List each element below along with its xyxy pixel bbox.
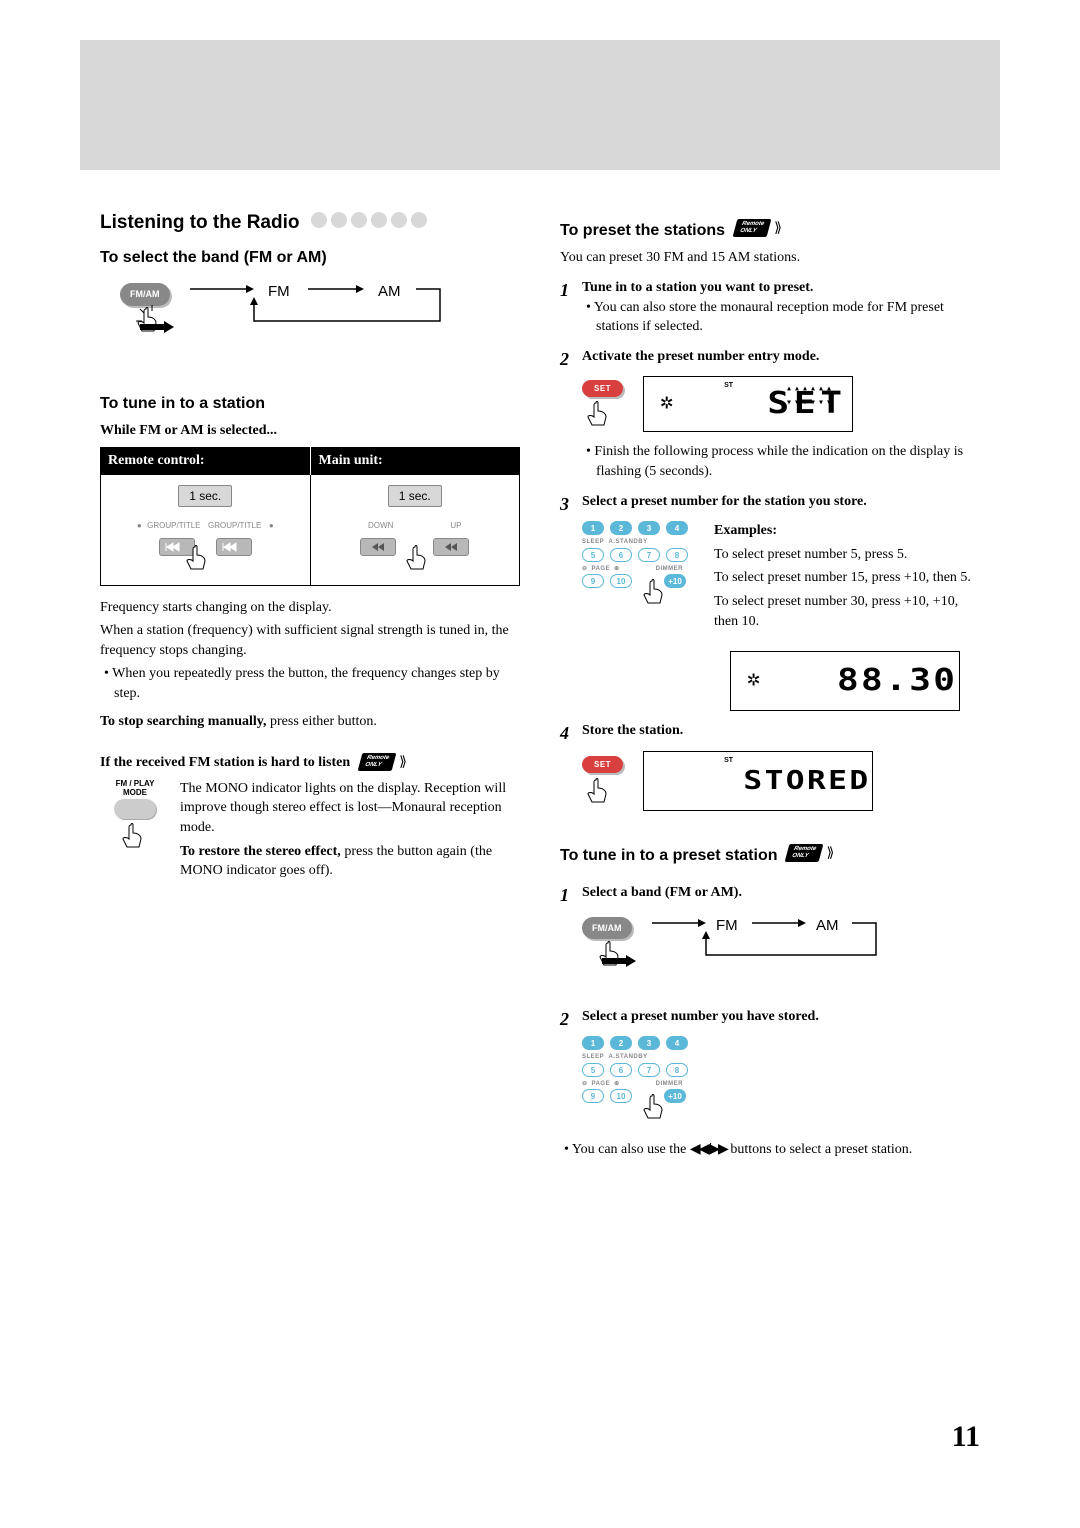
left-column: Listening to the Radio To select the ban… xyxy=(100,210,520,1164)
remote-only-badge: Remote ONLY ⟫ xyxy=(735,219,782,239)
example-1: To select preset number 5, press 5. xyxy=(714,545,980,565)
header-band xyxy=(80,40,1000,170)
step3-title: Select a preset number for the station y… xyxy=(582,492,980,512)
examples-title: Examples: xyxy=(714,521,980,541)
group-title-left: GROUP/TITLE xyxy=(147,521,200,530)
control-table-header: Remote control: Main unit: xyxy=(100,447,520,475)
select-band-title: To select the band (FM or AM) xyxy=(100,247,520,269)
dimmer-label: DIMMER xyxy=(656,1081,683,1087)
fm-label: FM xyxy=(716,915,738,936)
right-column: To preset the stations Remote ONLY ⟫ You… xyxy=(560,210,980,1164)
fmam-diagram: FM/AM FM AM xyxy=(120,283,480,363)
remote-cell: 1 sec. ● GROUP/TITLE GROUP/TITLE ● xyxy=(101,475,311,585)
one-sec-label-2: 1 sec. xyxy=(388,485,442,508)
th-remote: Remote control: xyxy=(100,447,310,475)
keypad-diagram: 1234 SLEEP A.STANDBY 5678 ⊖PAGE⊕DIMMER 9… xyxy=(582,521,694,635)
step2-title: Activate the preset number entry mode. xyxy=(582,347,980,367)
cycle-arrows xyxy=(190,281,470,331)
lcd-freq: ✲ 88.30 xyxy=(730,651,960,711)
decorative-dots xyxy=(311,212,431,235)
sleep-label: SLEEP xyxy=(582,1054,604,1060)
set-button-icon: SET xyxy=(582,756,623,773)
tune-preset-title: To tune in to a preset station xyxy=(560,845,778,867)
step1-title: Tune in to a station you want to preset. xyxy=(582,278,980,298)
finger-press-icon xyxy=(401,539,437,575)
tp-step2: Select a preset number you have stored. xyxy=(582,1007,980,1027)
next-track-icon-2 xyxy=(433,538,469,556)
dimmer-label: DIMMER xyxy=(656,566,683,572)
snowflake-icon: ✲ xyxy=(747,666,760,697)
group-title-right: GROUP/TITLE xyxy=(208,521,261,530)
cycle-arrows xyxy=(652,915,902,965)
down-label: DOWN xyxy=(368,521,393,530)
fm-play-mode-button: FM / PLAY MODE xyxy=(100,779,170,885)
finger-press-icon xyxy=(582,772,618,808)
tp-step1: Select a band (FM or AM). xyxy=(582,883,980,903)
hard-listen-title: If the received FM station is hard to li… xyxy=(100,755,350,770)
tp-note-b: buttons to select a preset station. xyxy=(727,1142,912,1157)
press-arrow-icon xyxy=(602,953,642,973)
remote-only-badge: Remote ONLY ⟫ xyxy=(360,753,407,773)
am-label: AM xyxy=(816,915,839,936)
remote-only-badge: Remote ONLY ⟫ xyxy=(787,844,834,864)
preset-intro: You can preset 30 FM and 15 AM stations. xyxy=(560,248,980,268)
up-label: UP xyxy=(450,521,461,530)
step4-title: Store the station. xyxy=(582,721,980,741)
page-label: PAGE xyxy=(592,566,611,572)
step-by-step-text: When you repeatedly press the button, th… xyxy=(100,664,520,703)
prev-track-icon-2 xyxy=(360,538,396,556)
astandby-label: A.STANDBY xyxy=(609,539,648,545)
freq-stop-text: When a station (frequency) with sufficie… xyxy=(100,621,520,660)
press-arrow-icon xyxy=(140,319,180,339)
control-table-body: 1 sec. ● GROUP/TITLE GROUP/TITLE ● xyxy=(100,475,520,586)
set-button-diagram-2: SET xyxy=(582,754,623,808)
sleep-label: SLEEP xyxy=(582,539,604,545)
set-button-diagram: SET xyxy=(582,378,623,432)
tune-station-title: To tune in to a station xyxy=(100,393,520,415)
lcd-stored: ST STORED xyxy=(643,751,873,811)
keypad-diagram-2: 1234 SLEEP A.STANDBY 5678 ⊖PAGE⊕DIMMER 9… xyxy=(582,1036,980,1127)
finger-press-icon xyxy=(117,817,153,853)
tp-note-a: You can also use the xyxy=(572,1142,690,1157)
fm-label: FM xyxy=(268,281,290,302)
finger-press-icon xyxy=(582,395,618,431)
snowflake-icon: ✲ xyxy=(660,389,673,420)
page-label: PAGE xyxy=(592,1081,611,1087)
step2-bullet: Finish the following process while the i… xyxy=(582,442,980,481)
next-track-icon xyxy=(216,538,252,556)
am-label: AM xyxy=(378,281,401,302)
plus10-button: +10 xyxy=(664,1089,686,1103)
mono-text-1: The MONO indicator lights on the display… xyxy=(180,779,520,838)
plus10-button: +10 xyxy=(664,574,686,588)
th-main: Main unit: xyxy=(310,447,521,475)
preset-title: To preset the stations xyxy=(560,220,725,242)
page-number: 11 xyxy=(952,1416,980,1458)
one-sec-label: 1 sec. xyxy=(178,485,232,508)
example-3: To select preset number 30, press +10, +… xyxy=(714,592,980,631)
restore-stereo-bold: To restore the stereo effect, xyxy=(180,844,341,859)
astandby-label: A.STANDBY xyxy=(609,1054,648,1060)
lcd-set: ST ▴▴▴▴▴▴▾▾▾▾▾▾ ✲ SET xyxy=(643,376,853,432)
example-2: To select preset number 15, press +10, t… xyxy=(714,568,980,588)
stop-search-rest: press either button. xyxy=(267,714,377,729)
step1-bullet: You can also store the monaural receptio… xyxy=(582,298,980,337)
main-title: Listening to the Radio xyxy=(100,210,300,237)
freq-change-text: Frequency starts changing on the display… xyxy=(100,598,520,618)
finger-press-icon xyxy=(181,539,217,575)
nav-buttons-icon: ◀◀/▶▶ xyxy=(690,1140,727,1156)
fmam-diagram-2: FM/AM xyxy=(582,917,902,987)
mainunit-cell: 1 sec. DOWN UP xyxy=(311,475,520,585)
set-button-icon: SET xyxy=(582,380,623,397)
tune-condition: While FM or AM is selected... xyxy=(100,421,520,441)
stop-search-bold: To stop searching manually, xyxy=(100,714,267,729)
